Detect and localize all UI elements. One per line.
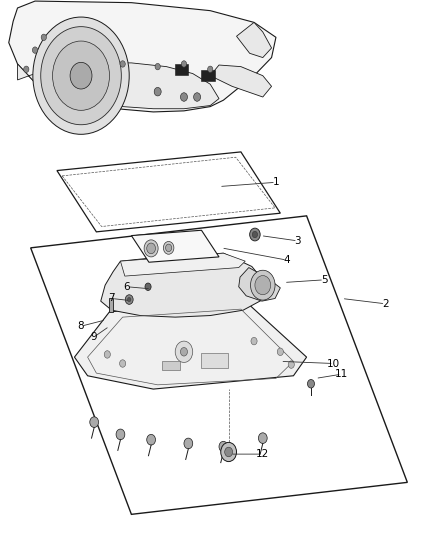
Circle shape — [116, 429, 125, 440]
Text: 12: 12 — [256, 449, 269, 459]
Circle shape — [32, 47, 38, 53]
Circle shape — [219, 441, 228, 452]
Circle shape — [90, 417, 99, 427]
Circle shape — [251, 270, 275, 300]
Polygon shape — [210, 65, 272, 97]
Circle shape — [307, 379, 314, 388]
Circle shape — [104, 351, 110, 358]
Polygon shape — [18, 63, 219, 109]
Bar — [175, 64, 188, 75]
Circle shape — [144, 240, 158, 257]
Circle shape — [180, 348, 187, 356]
Text: 6: 6 — [124, 282, 131, 292]
Circle shape — [120, 61, 125, 67]
Circle shape — [277, 348, 283, 356]
Text: 1: 1 — [272, 177, 279, 187]
Circle shape — [255, 276, 271, 295]
Bar — [201, 353, 228, 368]
Text: 9: 9 — [91, 332, 98, 342]
Circle shape — [221, 442, 237, 462]
Circle shape — [258, 433, 267, 443]
Circle shape — [145, 283, 151, 290]
Circle shape — [225, 447, 233, 457]
Text: 8: 8 — [78, 321, 85, 331]
Polygon shape — [239, 268, 280, 301]
Text: 11: 11 — [335, 369, 348, 379]
Circle shape — [41, 34, 46, 41]
Circle shape — [70, 62, 92, 89]
Circle shape — [166, 244, 172, 252]
Polygon shape — [120, 253, 245, 276]
Circle shape — [24, 66, 29, 72]
Polygon shape — [101, 253, 267, 317]
Polygon shape — [237, 22, 272, 58]
Circle shape — [147, 243, 155, 254]
Circle shape — [163, 241, 174, 254]
Text: 5: 5 — [321, 275, 328, 285]
Circle shape — [120, 360, 126, 367]
Bar — [201, 70, 215, 81]
Circle shape — [251, 337, 257, 345]
Circle shape — [147, 434, 155, 445]
Text: 2: 2 — [382, 299, 389, 309]
Circle shape — [208, 66, 213, 72]
Circle shape — [154, 87, 161, 96]
Text: 7: 7 — [108, 294, 115, 303]
Circle shape — [181, 61, 187, 67]
Polygon shape — [74, 301, 307, 389]
Circle shape — [175, 341, 193, 362]
Circle shape — [184, 438, 193, 449]
Bar — [109, 298, 113, 312]
Circle shape — [252, 231, 258, 238]
Text: 3: 3 — [294, 236, 301, 246]
Circle shape — [127, 297, 131, 302]
Bar — [162, 361, 180, 370]
Circle shape — [288, 361, 294, 368]
Circle shape — [194, 93, 201, 101]
Polygon shape — [9, 1, 276, 112]
Circle shape — [53, 41, 110, 110]
Text: 4: 4 — [283, 255, 290, 265]
Circle shape — [155, 63, 160, 70]
Circle shape — [33, 17, 129, 134]
Polygon shape — [131, 230, 219, 262]
Circle shape — [180, 93, 187, 101]
Circle shape — [250, 228, 260, 241]
Circle shape — [41, 27, 121, 125]
Circle shape — [125, 295, 133, 304]
Text: 10: 10 — [327, 359, 340, 368]
